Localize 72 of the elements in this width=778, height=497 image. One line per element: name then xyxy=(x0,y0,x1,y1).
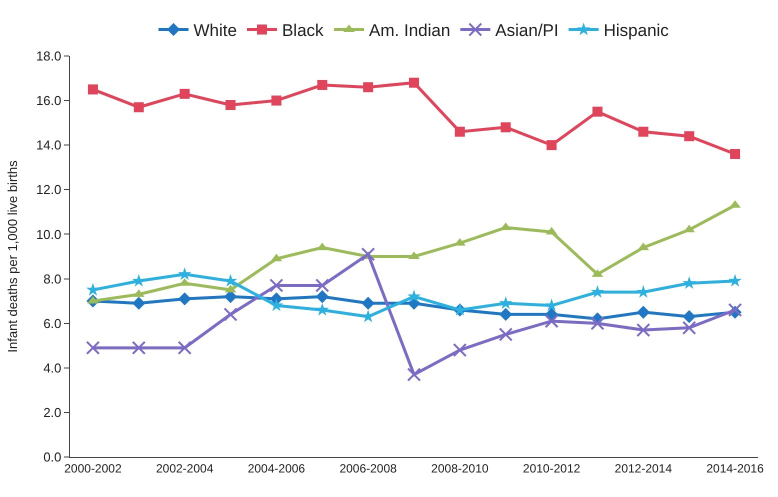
point xyxy=(178,292,192,306)
point xyxy=(315,278,330,292)
point xyxy=(498,327,513,342)
legend-label: Black xyxy=(282,21,324,40)
x-tick-label: 2006-2008 xyxy=(339,461,398,476)
y-tick-label: 12.0 xyxy=(36,182,62,198)
point xyxy=(728,274,742,287)
point xyxy=(684,131,694,142)
y-tick-label: 4.0 xyxy=(43,360,62,376)
x-tick-label: 2000-2002 xyxy=(64,461,122,476)
point xyxy=(271,96,282,106)
point xyxy=(132,296,146,310)
point xyxy=(178,267,192,280)
point xyxy=(546,140,557,150)
point xyxy=(454,126,465,137)
point xyxy=(636,323,650,338)
x-tick-label: 2002-2004 xyxy=(156,461,214,476)
y-tick-label: 2.0 xyxy=(43,404,62,420)
point xyxy=(638,126,648,137)
point xyxy=(86,340,100,355)
point xyxy=(224,274,238,287)
y-axis-title: Infant deaths per 1,000 live births xyxy=(5,160,20,353)
point xyxy=(728,302,742,317)
point xyxy=(730,149,740,160)
point xyxy=(407,368,421,382)
y-tick-label: 16.0 xyxy=(36,93,62,108)
point xyxy=(682,276,696,289)
x-tick-label: 2008-2010 xyxy=(431,461,489,476)
point xyxy=(226,100,236,110)
point xyxy=(224,290,238,304)
y-tick-label: 6.0 xyxy=(43,316,62,331)
point xyxy=(361,247,376,262)
point xyxy=(500,122,511,132)
y-tick-label: 18.0 xyxy=(36,48,62,64)
y-tick-label: 10.0 xyxy=(36,226,62,242)
y-tick-label: 14.0 xyxy=(36,138,62,153)
point xyxy=(178,340,192,355)
x-tick-label: 2004-2006 xyxy=(248,461,306,476)
point xyxy=(316,302,329,316)
legend-label: Am. Indian xyxy=(369,21,450,40)
legend-label: White xyxy=(194,21,237,40)
point xyxy=(452,343,467,358)
point xyxy=(88,84,98,94)
point xyxy=(362,296,375,310)
point xyxy=(682,310,696,324)
point xyxy=(269,278,284,292)
point xyxy=(409,78,419,88)
point xyxy=(134,102,144,112)
x-tick-label: 2010-2012 xyxy=(522,461,581,476)
point xyxy=(407,290,421,302)
point xyxy=(224,307,238,322)
y-tick-label: 0.0 xyxy=(43,450,62,465)
point xyxy=(270,298,284,312)
point xyxy=(590,285,604,298)
x-tick-label: 2012-2014 xyxy=(614,461,672,476)
point xyxy=(682,320,696,335)
point xyxy=(544,314,559,328)
point xyxy=(592,106,602,117)
point xyxy=(132,340,146,355)
point xyxy=(499,296,512,309)
point xyxy=(363,82,374,92)
point xyxy=(636,306,650,319)
legend-label: Asian/PI xyxy=(495,21,559,40)
point xyxy=(180,88,190,99)
point xyxy=(316,290,329,304)
point xyxy=(317,80,328,90)
legend-label: Hispanic xyxy=(604,21,670,40)
x-tick-label: 2014-2016 xyxy=(706,461,764,476)
point xyxy=(499,308,512,321)
y-tick-label: 8.0 xyxy=(43,271,62,286)
point xyxy=(590,316,604,330)
point xyxy=(132,274,146,287)
